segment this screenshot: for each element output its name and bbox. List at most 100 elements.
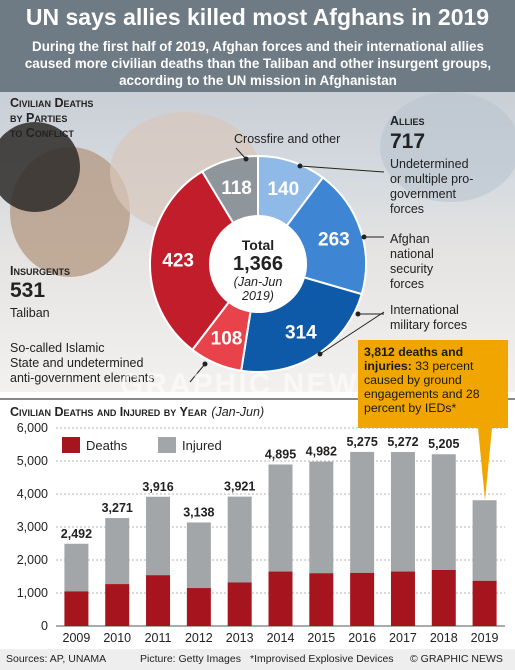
donut-period-line1: (Jan-Jun [234,275,283,289]
bar-deaths [390,571,415,626]
donut-center-hole [210,216,306,312]
label-undetermined-line4: forces [390,202,425,216]
insurgents-heading: Insurgents [10,264,70,278]
bar-heading-period: (Jan-Jun) [211,405,265,419]
bar-bars [64,451,497,626]
donut-value-labels: 140 263 314 108 423 118 [162,178,349,350]
bar-injured [390,452,415,572]
label-is-line3: anti-government elements [10,371,155,385]
label-undetermined-line1: Undetermined [390,157,469,171]
bar-total-label: 5,275 [346,435,377,449]
donut-total-label: Total [242,237,274,253]
label-undetermined-line2: or multiple pro- [390,172,474,186]
leader-line [189,363,206,383]
bar-injured [350,451,375,573]
callout-bold: 3,812 deaths and injuries: [364,345,464,373]
bar-injured [472,500,497,581]
label-intl-line1: International [390,303,459,317]
donut-total-value: 1,366 [233,253,283,275]
bar-y-tick-labels: 0 1,000 2,000 3,000 4,000 5,000 6,000 [17,421,48,633]
bar-injured [186,522,211,589]
x-tick-label: 2014 [267,631,295,645]
bar-total-label: 5,205 [428,437,459,451]
insurgents-total: 531 [10,279,46,302]
legend-injured-swatch [158,437,176,453]
leader-dot [355,311,361,317]
bar-total-label: 3,271 [102,501,133,515]
allies-heading: Allies [390,114,425,128]
label-taliban: Taliban [10,306,50,320]
donut-slice-value: 314 [285,323,317,344]
footer: Sources: AP, UNAMA Picture: Getty Images… [0,649,515,670]
leader-dot [202,361,208,367]
bar-deaths [227,582,252,626]
label-afghan-line3: security [390,262,434,276]
bar-deaths [64,591,89,626]
donut-leader-lines [189,147,385,383]
bar-injured [268,464,293,572]
donut-slice [200,154,259,225]
leader-line [299,165,385,173]
label-afghan-line1: Afghan [390,232,430,246]
donut-slice-value: 140 [267,179,299,200]
label-afghan-line4: forces [390,277,425,291]
label-undetermined-pro-government: Undetermined or multiple pro- government… [390,157,473,217]
bar-deaths [146,575,171,626]
photo-pillow [380,92,515,202]
bar-total-label: 4,895 [265,447,296,461]
legend-deaths-swatch [62,437,80,453]
label-afghan-line2: national [390,247,434,261]
callout-text: 33 percent caused by ground engagements … [364,359,480,415]
donut-heading-line3: to Conflict [10,126,74,140]
x-tick-label: 2018 [430,631,458,645]
section-divider [0,398,515,400]
bar-chart-heading: Civilian Deaths and Injured by Year (Jan… [10,403,264,421]
callout-pointer [478,428,492,500]
donut-slice-value: 108 [211,329,243,350]
bar-total-labels: 2,492 3,271 3,916 3,138 3,921 4,895 4,982 5,275… [61,435,460,541]
donut-slice-value: 423 [162,251,194,272]
header-banner [0,0,515,92]
allies-total: 717 [390,130,426,153]
leader-dot [317,351,323,357]
y-tick-label: 1,000 [17,586,48,600]
bar-chart: 0 1,000 2,000 3,000 4,000 5,000 6,000 2,492 3,2… [17,421,505,645]
x-tick-label: 2015 [307,631,335,645]
leader-line [319,311,385,355]
bar-injured [146,496,171,576]
footer-note: *Improvised Explosive Devices [250,653,394,665]
y-tick-label: 6,000 [17,421,48,435]
x-tick-label: 2017 [389,631,417,645]
label-afghan-forces: Afghan national security forces [390,232,434,292]
label-intl-line2: military forces [390,318,468,332]
x-tick-label: 2019 [471,631,499,645]
bar-injured [105,518,130,585]
y-tick-label: 3,000 [17,520,48,534]
bar-injured [431,454,456,570]
callout-box: 3,812 deaths and injuries: 33 percent ca… [358,340,508,428]
label-crossfire: Crossfire and other [234,132,341,146]
bar-total-label: 2,492 [61,527,92,541]
bar-total-label: 3,916 [142,480,173,494]
label-is-line2: State and undetermined [10,356,144,370]
label-is-line1: So-called Islamic [10,341,105,355]
donut-slice-value: 118 [221,178,252,199]
y-tick-label: 2,000 [17,553,48,567]
bar-deaths [472,580,497,626]
donut-heading-line2: by Parties [10,111,68,125]
bar-deaths [350,572,375,626]
donut-heading: Civilian Deaths by Parties to Conflict [10,96,93,141]
bar-total-label: 4,982 [306,445,337,459]
x-tick-label: 2009 [63,631,91,645]
bar-total-label: 5,272 [387,435,418,449]
page-subtitle: During the first half of 2019, Afghan fo… [24,39,492,88]
label-undetermined-line3: government [390,187,457,201]
x-tick-label: 2016 [348,631,376,645]
donut-period-line2: 2019) [241,289,274,303]
x-tick-label: 2012 [185,631,213,645]
bar-deaths [268,571,293,626]
legend-injured-label: Injured [182,438,222,453]
bar-x-tick-labels: 2009 2010 2011 2012 2013 2014 2015 2016 2017 2018… [63,631,499,645]
bar-deaths [309,573,334,626]
